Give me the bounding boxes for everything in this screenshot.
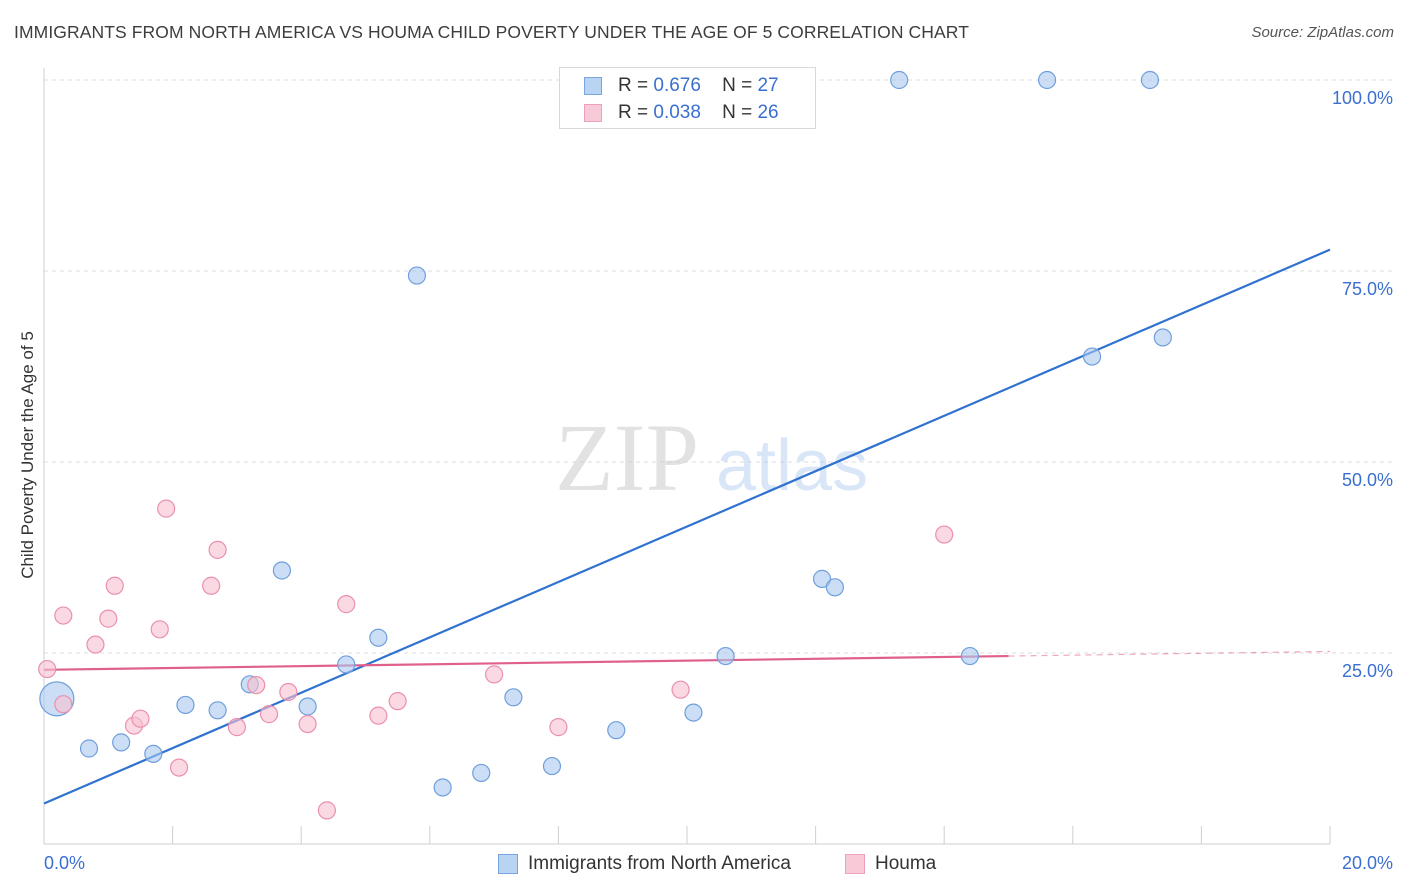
point-north-america <box>684 703 703 722</box>
x-tick-label: 0.0% <box>44 853 85 873</box>
bottom-legend-swatch-north-america <box>498 854 518 874</box>
point-north-america <box>504 688 523 707</box>
point-houma <box>150 620 169 639</box>
chart-title: IMMIGRANTS FROM NORTH AMERICA VS HOUMA C… <box>14 22 970 42</box>
point-north-america <box>337 655 356 674</box>
point-houma <box>337 595 356 614</box>
point-houma <box>54 695 73 714</box>
point-houma <box>259 705 279 724</box>
source-credit: Source: ZipAtlas.com <box>1251 24 1394 41</box>
point-north-america <box>825 578 844 597</box>
x-tick-label: 20.0% <box>1342 853 1393 873</box>
legend-r-value-houma: 0.038 <box>653 102 701 123</box>
watermark-atlas: atlas <box>716 426 868 506</box>
point-houma <box>671 680 690 699</box>
legend-r-value-north-america: 0.676 <box>653 75 701 96</box>
point-houma <box>131 709 150 728</box>
bottom-legend-swatch-houma <box>845 854 865 874</box>
gridlines <box>44 79 1394 654</box>
point-north-america <box>407 266 427 285</box>
point-houma <box>279 682 298 702</box>
point-north-america <box>208 701 227 720</box>
legend-n-value-houma: 26 <box>757 102 779 123</box>
point-north-america <box>272 561 292 580</box>
bottom-legend-label-houma: Houma <box>875 853 937 874</box>
point-north-america <box>542 756 562 776</box>
point-north-america <box>812 569 832 588</box>
point-north-america <box>1037 70 1057 90</box>
trend-lines <box>43 248 1331 805</box>
trend-line-houma <box>43 654 1009 671</box>
point-houma <box>157 499 176 518</box>
point-north-america <box>960 646 980 666</box>
point-houma <box>202 576 221 595</box>
legend-n-label: N = <box>722 75 753 96</box>
point-houma <box>99 609 118 628</box>
axes <box>43 68 1331 845</box>
point-houma <box>86 635 105 654</box>
point-houma <box>105 576 124 595</box>
point-north-america <box>716 646 735 666</box>
point-north-america <box>1082 347 1102 366</box>
legend-r-label: R = <box>618 75 649 96</box>
point-north-america <box>1153 328 1172 347</box>
point-north-america <box>890 70 909 90</box>
point-houma <box>485 665 504 684</box>
point-houma <box>247 675 266 695</box>
point-north-america <box>79 739 99 758</box>
watermark-zip: ZIP <box>555 404 699 511</box>
point-houma <box>388 692 407 711</box>
bottom-legend-label-north-america: Immigrants from North America <box>528 853 791 874</box>
bottom-legend-houma: Houma <box>845 852 936 876</box>
tick-labels: 25.0% 50.0% 75.0% 100.0% 0.0% 20.0% <box>44 88 1393 873</box>
point-houma <box>549 718 568 737</box>
point-houma <box>369 706 388 725</box>
y-tick-label: 50.0% <box>1342 470 1393 490</box>
correlation-legend: R = 0.676 N = 27 R = 0.038 N = 26 <box>559 67 816 129</box>
legend-swatch-houma <box>584 104 602 122</box>
legend-n-value-north-america: 27 <box>757 75 779 96</box>
point-houma <box>208 540 227 559</box>
point-north-america <box>144 744 163 763</box>
y-tick-label: 100.0% <box>1332 88 1393 108</box>
point-north-america <box>472 763 491 783</box>
point-north-america <box>607 721 626 740</box>
point-north-america <box>1140 70 1160 90</box>
y-tick-label: 25.0% <box>1342 661 1393 681</box>
point-north-america <box>298 697 317 716</box>
point-houma <box>38 659 57 679</box>
point-houma <box>317 801 337 820</box>
y-tick-label: 75.0% <box>1342 279 1393 299</box>
trend-line-north-america <box>43 248 1331 805</box>
point-houma <box>227 718 246 737</box>
trend-line-houma-extrapolated <box>1008 650 1331 657</box>
legend-swatch-north-america <box>584 77 602 95</box>
legend-n-label: N = <box>722 102 753 123</box>
point-houma <box>935 525 954 544</box>
watermark: ZIP atlas <box>555 404 868 511</box>
point-houma <box>298 714 317 734</box>
legend-r-label: R = <box>618 102 649 123</box>
point-north-america <box>369 628 388 647</box>
data-points <box>38 70 1172 820</box>
point-north-america <box>176 695 195 715</box>
bottom-legend-north-america: Immigrants from North America <box>498 852 791 876</box>
point-north-america <box>112 733 131 752</box>
point-north-america <box>433 778 452 797</box>
y-axis-label: Child Poverty Under the Age of 5 <box>18 331 37 579</box>
point-houma <box>54 606 73 625</box>
point-houma <box>169 758 189 777</box>
